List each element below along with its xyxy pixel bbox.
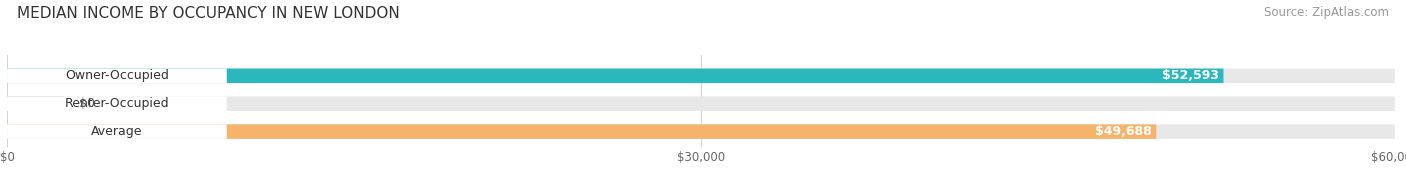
Text: Renter-Occupied: Renter-Occupied (65, 97, 169, 110)
Text: $49,688: $49,688 (1095, 125, 1152, 138)
FancyBboxPatch shape (7, 124, 1156, 139)
Text: Owner-Occupied: Owner-Occupied (65, 69, 169, 82)
Text: Average: Average (91, 125, 142, 138)
FancyBboxPatch shape (7, 96, 226, 111)
FancyBboxPatch shape (7, 69, 1395, 83)
Text: $0: $0 (79, 97, 94, 110)
Text: MEDIAN INCOME BY OCCUPANCY IN NEW LONDON: MEDIAN INCOME BY OCCUPANCY IN NEW LONDON (17, 6, 399, 21)
Text: Source: ZipAtlas.com: Source: ZipAtlas.com (1264, 6, 1389, 19)
Text: $52,593: $52,593 (1161, 69, 1219, 82)
FancyBboxPatch shape (7, 124, 226, 139)
FancyBboxPatch shape (7, 69, 1223, 83)
FancyBboxPatch shape (7, 96, 1395, 111)
FancyBboxPatch shape (7, 69, 226, 83)
FancyBboxPatch shape (7, 96, 65, 111)
FancyBboxPatch shape (7, 124, 1395, 139)
